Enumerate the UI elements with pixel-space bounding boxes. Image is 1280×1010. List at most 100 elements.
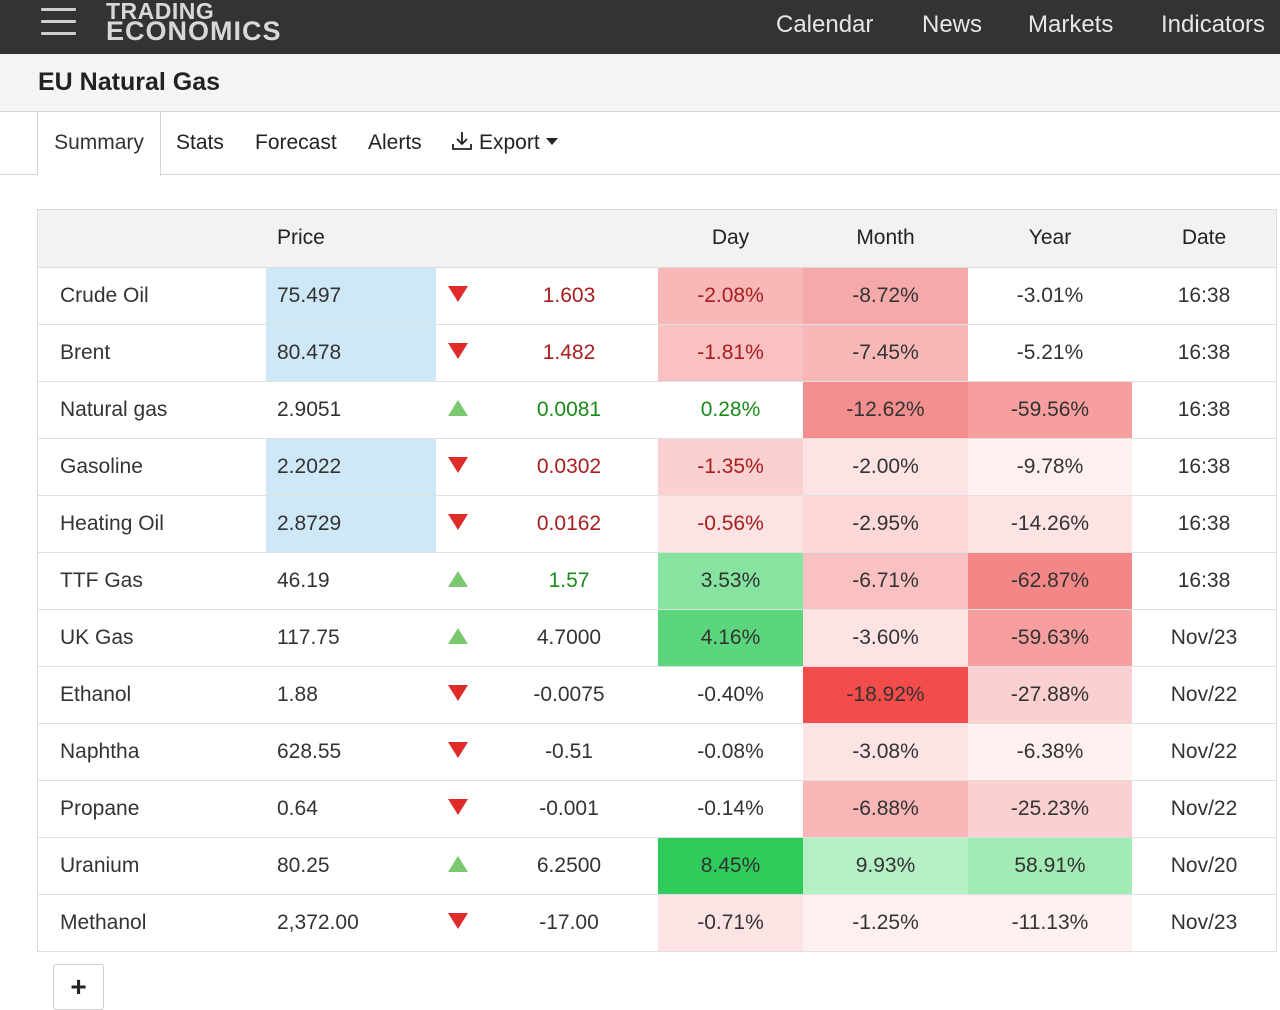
date-cell: 16:38: [1132, 438, 1276, 496]
commodity-name[interactable]: Propane: [38, 780, 266, 838]
month-change-cell: -7.45%: [803, 324, 968, 382]
arrow-cell: [436, 324, 480, 382]
date-cell: 16:38: [1132, 324, 1276, 382]
date-cell: 16:38: [1132, 381, 1276, 439]
page-title: EU Natural Gas: [38, 68, 221, 96]
year-change-cell: 58.91%: [968, 837, 1132, 895]
date-cell: Nov/23: [1132, 894, 1276, 952]
top-navbar: TRADING ECONOMICS Calendar News Markets …: [0, 0, 1280, 54]
table-row[interactable]: Crude Oil 75.497 1.603 -2.08% -8.72% -3.01% 16…: [38, 267, 1276, 325]
year-change-cell: -9.78%: [968, 438, 1132, 496]
price-cell: 2.2022: [266, 438, 436, 496]
commodity-name[interactable]: Natural gas: [38, 381, 266, 439]
month-change-cell: -8.72%: [803, 267, 968, 325]
arrow-up-icon: [448, 627, 468, 644]
price-cell: 75.497: [266, 267, 436, 325]
tab-forecast[interactable]: Forecast: [255, 131, 337, 154]
commodity-name[interactable]: Gasoline: [38, 438, 266, 496]
table-row[interactable]: Naphtha 628.55 -0.51 -0.08% -3.08% -6.38% Nov/…: [38, 723, 1276, 781]
month-change-cell: -2.95%: [803, 495, 968, 553]
col-change-header: [480, 210, 658, 268]
commodity-name[interactable]: Brent: [38, 324, 266, 382]
table-row[interactable]: Natural gas 2.9051 0.0081 0.28% -12.62% -59.5…: [38, 381, 1276, 439]
tab-summary[interactable]: Summary: [37, 112, 161, 176]
nav-news[interactable]: News: [922, 11, 983, 38]
price-cell: 628.55: [266, 723, 436, 781]
table-row[interactable]: Heating Oil 2.8729 0.0162 -0.56% -2.95% -14.2…: [38, 495, 1276, 553]
arrow-cell: [436, 666, 480, 724]
col-year-header[interactable]: Year: [968, 210, 1132, 268]
table-row[interactable]: Uranium 80.25 6.2500 8.45% 9.93% 58.91% Nov/20: [38, 837, 1276, 895]
price-cell: 2,372.00: [266, 894, 436, 952]
nav-calendar[interactable]: Calendar: [776, 11, 874, 38]
tab-export[interactable]: Export: [451, 112, 558, 175]
table-row[interactable]: Propane 0.64 -0.001 -0.14% -6.88% -25.23% Nov/…: [38, 780, 1276, 838]
commodities-table: Price Day Month Year Date Crude Oil 75.49…: [37, 209, 1277, 952]
commodity-name[interactable]: Methanol: [38, 894, 266, 952]
day-change-cell: -1.81%: [658, 324, 803, 382]
month-change-cell: -12.62%: [803, 381, 968, 439]
commodity-name[interactable]: TTF Gas: [38, 552, 266, 610]
price-cell: 2.9051: [266, 381, 436, 439]
add-commodity-button[interactable]: +: [53, 964, 104, 1010]
day-change-cell: 0.28%: [658, 381, 803, 439]
change-cell: 1.57: [480, 552, 658, 610]
price-cell: 1.88: [266, 666, 436, 724]
chevron-down-icon: [545, 138, 558, 145]
tab-bar: Summary Stats Forecast Alerts Export: [0, 112, 1280, 176]
month-change-cell: 9.93%: [803, 837, 968, 895]
arrow-cell: [436, 381, 480, 439]
day-change-cell: 3.53%: [658, 552, 803, 610]
arrow-down-icon: [448, 741, 468, 758]
commodity-name[interactable]: Crude Oil: [38, 267, 266, 325]
change-cell: -0.001: [480, 780, 658, 838]
year-change-cell: -25.23%: [968, 780, 1132, 838]
col-price-header[interactable]: Price: [266, 210, 436, 268]
commodity-name[interactable]: Uranium: [38, 837, 266, 895]
table-row[interactable]: Gasoline 2.2022 0.0302 -1.35% -2.00% -9.78% 16…: [38, 438, 1276, 496]
change-cell: -0.51: [480, 723, 658, 781]
month-change-cell: -6.71%: [803, 552, 968, 610]
arrow-down-icon: [448, 342, 468, 359]
arrow-up-icon: [448, 570, 468, 587]
arrow-up-icon: [448, 399, 468, 416]
table-row[interactable]: UK Gas 117.75 4.7000 4.16% -3.60% -59.63% Nov/…: [38, 609, 1276, 667]
date-cell: 16:38: [1132, 552, 1276, 610]
arrow-down-icon: [448, 285, 468, 302]
commodity-name[interactable]: Ethanol: [38, 666, 266, 724]
table-row[interactable]: Brent 80.478 1.482 -1.81% -7.45% -5.21% 16:38: [38, 324, 1276, 382]
col-day-header[interactable]: Day: [658, 210, 803, 268]
title-bar: EU Natural Gas: [0, 54, 1280, 112]
price-cell: 117.75: [266, 609, 436, 667]
col-date-header[interactable]: Date: [1132, 210, 1276, 268]
commodity-name[interactable]: UK Gas: [38, 609, 266, 667]
year-change-cell: -59.56%: [968, 381, 1132, 439]
date-cell: Nov/22: [1132, 780, 1276, 838]
month-change-cell: -3.60%: [803, 609, 968, 667]
price-cell: 46.19: [266, 552, 436, 610]
day-change-cell: 8.45%: [658, 837, 803, 895]
table-row[interactable]: Ethanol 1.88 -0.0075 -0.40% -18.92% -27.88% No…: [38, 666, 1276, 724]
day-change-cell: -2.08%: [658, 267, 803, 325]
hamburger-menu-icon[interactable]: [41, 8, 76, 36]
site-logo[interactable]: TRADING ECONOMICS: [106, 0, 282, 45]
table-row[interactable]: TTF Gas 46.19 1.57 3.53% -6.71% -62.87% 16:38: [38, 552, 1276, 610]
commodity-name[interactable]: Naphtha: [38, 723, 266, 781]
col-month-header[interactable]: Month: [803, 210, 968, 268]
table-row[interactable]: Methanol 2,372.00 -17.00 -0.71% -1.25% -11.13…: [38, 894, 1276, 952]
date-cell: Nov/20: [1132, 837, 1276, 895]
table-header-row: Price Day Month Year Date: [38, 210, 1276, 268]
change-cell: 1.482: [480, 324, 658, 382]
arrow-down-icon: [448, 798, 468, 815]
nav-indicators[interactable]: Indicators: [1161, 11, 1266, 38]
tab-stats[interactable]: Stats: [176, 131, 224, 154]
year-change-cell: -14.26%: [968, 495, 1132, 553]
month-change-cell: -2.00%: [803, 438, 968, 496]
nav-markets[interactable]: Markets: [1028, 11, 1114, 38]
date-cell: Nov/23: [1132, 609, 1276, 667]
tab-alerts[interactable]: Alerts: [368, 131, 422, 154]
commodity-name[interactable]: Heating Oil: [38, 495, 266, 553]
date-cell: 16:38: [1132, 267, 1276, 325]
change-cell: 0.0081: [480, 381, 658, 439]
day-change-cell: -1.35%: [658, 438, 803, 496]
